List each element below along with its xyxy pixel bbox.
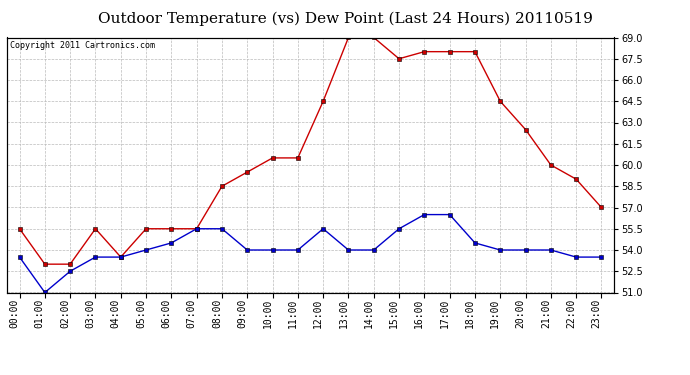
Text: Copyright 2011 Cartronics.com: Copyright 2011 Cartronics.com — [10, 41, 155, 50]
Text: Outdoor Temperature (vs) Dew Point (Last 24 Hours) 20110519: Outdoor Temperature (vs) Dew Point (Last… — [97, 11, 593, 26]
